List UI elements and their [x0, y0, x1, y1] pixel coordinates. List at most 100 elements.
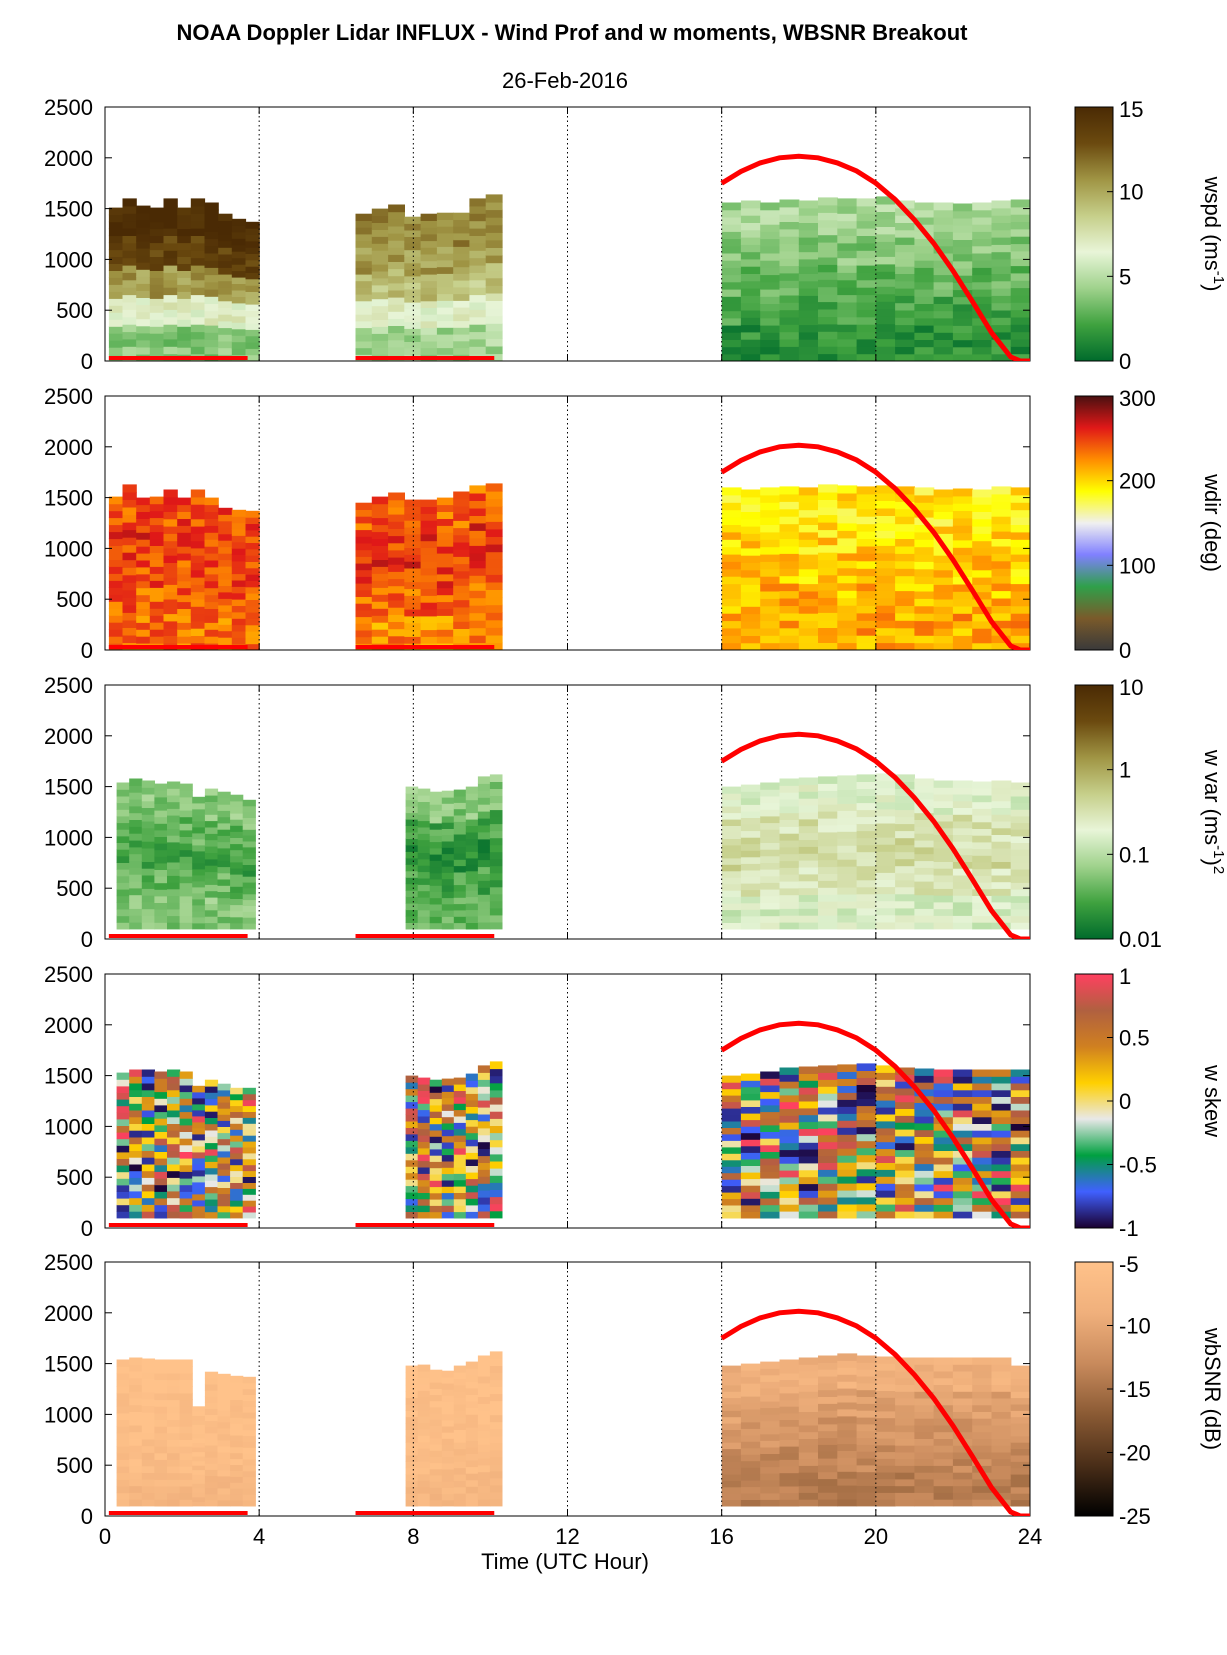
heatmap-cell	[245, 643, 260, 650]
heatmap-cell	[469, 264, 487, 273]
heatmap-cell	[465, 1473, 479, 1481]
heatmap-cell	[167, 1386, 181, 1394]
heatmap-cell	[1010, 1384, 1030, 1392]
heatmap-cell	[179, 1111, 193, 1119]
heatmap-cell	[149, 298, 165, 306]
heatmap-cell	[485, 323, 503, 332]
y-tick-label: 2000	[44, 1301, 93, 1326]
heatmap-cell	[721, 1435, 742, 1443]
heatmap-cell	[933, 533, 954, 542]
heatmap-cell	[779, 538, 800, 547]
heatmap-cell	[388, 225, 405, 234]
heatmap-cell	[204, 1469, 219, 1476]
heatmap-cell	[856, 1444, 877, 1452]
heatmap-cell	[779, 280, 800, 289]
heatmap-cell	[192, 1115, 206, 1123]
heatmap-cell	[991, 780, 1012, 788]
heatmap-cell	[798, 613, 819, 622]
heatmap-cell	[914, 833, 935, 841]
heatmap-cell	[441, 1135, 455, 1143]
heatmap-cell	[779, 1163, 800, 1171]
heatmap-cell	[154, 856, 168, 864]
heatmap-cell	[760, 869, 781, 877]
heatmap-cell	[405, 851, 419, 859]
heatmap-cell	[895, 1499, 915, 1507]
heatmap-cell	[991, 1157, 1012, 1165]
heatmap-cell	[740, 504, 761, 512]
heatmap-cell	[417, 1211, 431, 1219]
heatmap-cell	[154, 1465, 168, 1474]
heatmap-cell	[179, 836, 193, 844]
heatmap-cell	[453, 1499, 467, 1507]
heatmap-cell	[837, 1443, 858, 1451]
heatmap-cell	[192, 856, 206, 864]
y-tick-label: 1500	[44, 775, 93, 800]
heatmap-cell	[740, 295, 761, 304]
heatmap-cell	[177, 221, 192, 230]
heatmap-cell	[405, 825, 419, 833]
heatmap-cell	[141, 814, 155, 822]
heatmap-cell	[108, 636, 124, 644]
heatmap-cell	[779, 1459, 800, 1467]
heatmap-cell	[721, 1185, 742, 1193]
heatmap-cell	[465, 1427, 479, 1435]
heatmap-cell	[895, 1081, 915, 1089]
heatmap-cell	[760, 1138, 781, 1146]
heatmap-cell	[230, 916, 244, 924]
heatmap-cell	[914, 281, 935, 290]
heatmap-cell	[141, 1365, 155, 1373]
heatmap-cell	[779, 1412, 800, 1420]
heatmap-cell	[972, 533, 993, 542]
heatmap-cell	[420, 533, 438, 542]
heatmap-cell	[779, 887, 800, 896]
heatmap-cell	[436, 559, 454, 568]
heatmap-cell	[129, 922, 143, 930]
heatmap-cell	[760, 1131, 781, 1139]
heatmap-cell	[469, 530, 487, 539]
heatmap-cell	[245, 561, 260, 569]
heatmap-cell	[779, 894, 800, 903]
heatmap-cell	[818, 880, 838, 888]
heatmap-cell	[991, 1418, 1012, 1426]
heatmap-cell	[122, 537, 137, 546]
heatmap-cell	[972, 635, 993, 644]
heatmap-cell	[721, 896, 742, 904]
heatmap-cell	[417, 1115, 431, 1123]
heatmap-cell	[116, 1072, 130, 1080]
heatmap-cell	[388, 325, 405, 334]
heatmap-cell	[141, 1136, 155, 1145]
heatmap-cell	[179, 1399, 193, 1407]
heatmap-cell	[141, 1170, 155, 1178]
heatmap-cell	[230, 1087, 244, 1095]
heatmap-cell	[875, 1155, 896, 1163]
heatmap-cell	[388, 499, 405, 508]
heatmap-cell	[818, 197, 838, 206]
heatmap-cell	[485, 581, 503, 590]
heatmap-cell	[141, 1358, 155, 1366]
heatmap-cell	[405, 1075, 419, 1083]
heatmap-cell	[721, 224, 742, 232]
heatmap-cell	[129, 908, 143, 916]
heatmap-cell	[895, 872, 915, 881]
heatmap-cell	[190, 228, 206, 236]
heatmap-cell	[149, 559, 165, 567]
heatmap-cell	[154, 829, 168, 837]
heatmap-cell	[798, 887, 819, 896]
heatmap-cell	[179, 1366, 193, 1374]
heatmap-cell	[453, 556, 471, 565]
heatmap-cell	[914, 1183, 935, 1192]
heatmap-cell	[177, 580, 192, 589]
heatmap-cell	[163, 272, 178, 281]
heatmap-cell	[177, 608, 192, 616]
heatmap-cell	[798, 1169, 819, 1178]
heatmap-cell	[141, 1499, 155, 1507]
heatmap-cell	[875, 1397, 896, 1405]
heatmap-cell	[167, 1472, 181, 1480]
heatmap-cell	[355, 287, 373, 295]
heatmap-cell	[141, 1438, 155, 1447]
heatmap-cell	[818, 908, 838, 916]
heatmap-cell	[837, 1401, 858, 1410]
heatmap-cell	[371, 340, 389, 348]
heatmap-cell	[129, 833, 143, 841]
